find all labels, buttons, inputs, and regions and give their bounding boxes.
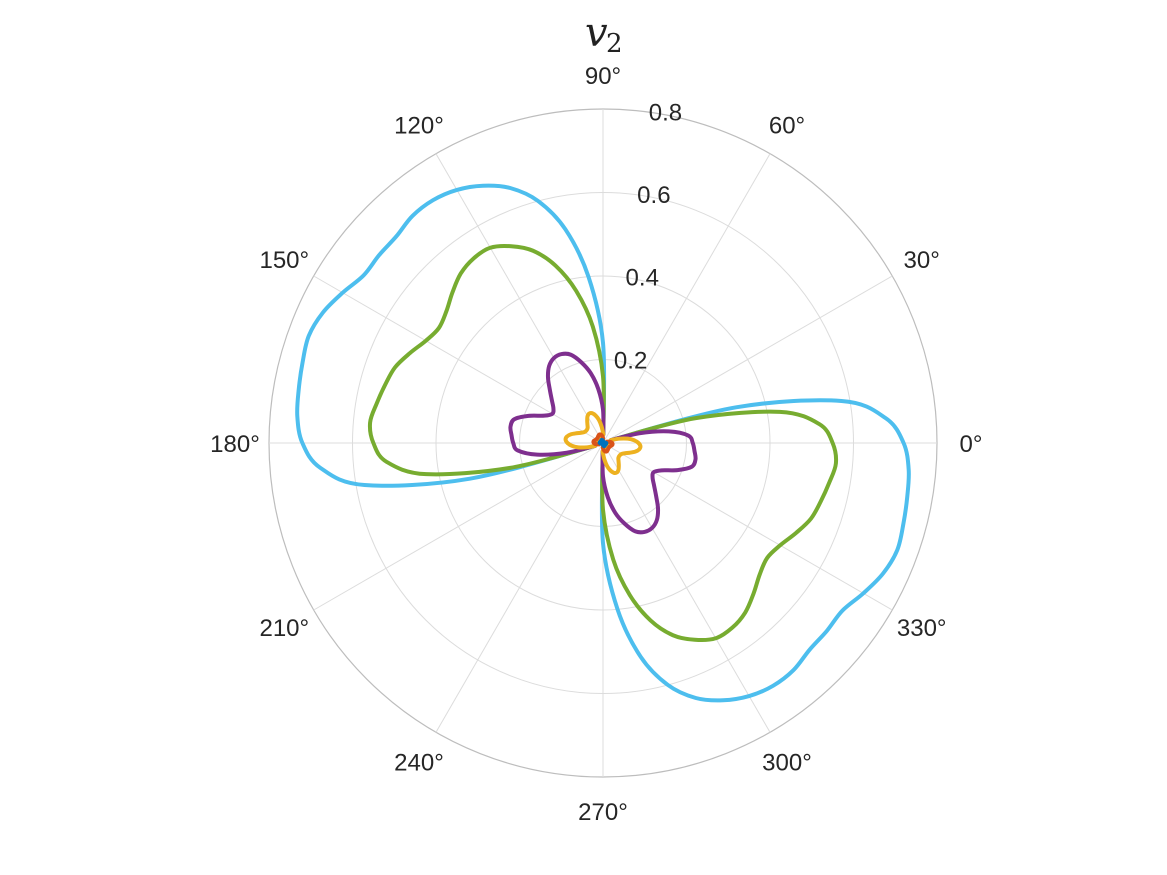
series-2-lobe-a xyxy=(600,409,839,643)
theta-tick-label: 60° xyxy=(769,112,805,139)
grid-spoke xyxy=(602,275,893,444)
theta-tick-label: 120° xyxy=(394,112,444,139)
series-4-lobe-b xyxy=(563,410,606,450)
r-tick-label: 0.2 xyxy=(614,347,647,374)
chart-title: v 2 xyxy=(585,10,623,59)
theta-tick-label: 300° xyxy=(762,750,812,777)
theta-tick-label: 30° xyxy=(904,247,940,274)
series-1-lobe-a xyxy=(599,398,911,703)
angular-tick-labels: 0° 30° 60° 90° 120° 150° 180° 210° 240° 270° 300° 3… xyxy=(210,63,982,826)
series-5-lobe-a xyxy=(600,439,615,454)
series-6-lobe-b xyxy=(597,437,606,446)
theta-tick-label: 330° xyxy=(897,615,947,642)
grid-spoke xyxy=(602,442,893,611)
polar-grid xyxy=(268,108,938,778)
grid-spoke xyxy=(313,442,604,611)
theta-tick-label: 180° xyxy=(210,431,260,458)
r-tick-label: 0.4 xyxy=(626,265,659,292)
theta-tick-label: 270° xyxy=(578,799,628,826)
series-6-lobe-a xyxy=(600,440,609,449)
series-3-lobe-b xyxy=(508,351,606,457)
theta-tick-label: 0° xyxy=(960,431,983,458)
grid-spoke xyxy=(602,153,771,444)
theta-tick-label: 90° xyxy=(585,63,621,90)
data-series-group xyxy=(295,183,911,703)
series-3-lobe-a xyxy=(600,429,698,535)
grid-spoke xyxy=(313,275,604,444)
r-tick-label: 0.8 xyxy=(649,99,682,126)
series-4-lobe-a xyxy=(600,436,643,476)
chart-title-main: v xyxy=(585,10,608,56)
series-1-lobe-b xyxy=(295,183,607,488)
theta-tick-label: 150° xyxy=(259,247,309,274)
r-tick-label: 0.6 xyxy=(637,182,670,209)
theta-tick-label: 240° xyxy=(394,750,444,777)
series-2-lobe-b xyxy=(367,243,606,477)
grid-spoke xyxy=(602,442,771,733)
grid-spoke xyxy=(435,153,604,444)
theta-tick-label: 210° xyxy=(259,615,309,642)
radial-tick-labels: 0.2 0.4 0.6 0.8 xyxy=(614,99,682,374)
series-5-lobe-b xyxy=(591,432,606,447)
grid-spoke xyxy=(435,442,604,733)
chart-title-subscript: 2 xyxy=(606,29,623,59)
